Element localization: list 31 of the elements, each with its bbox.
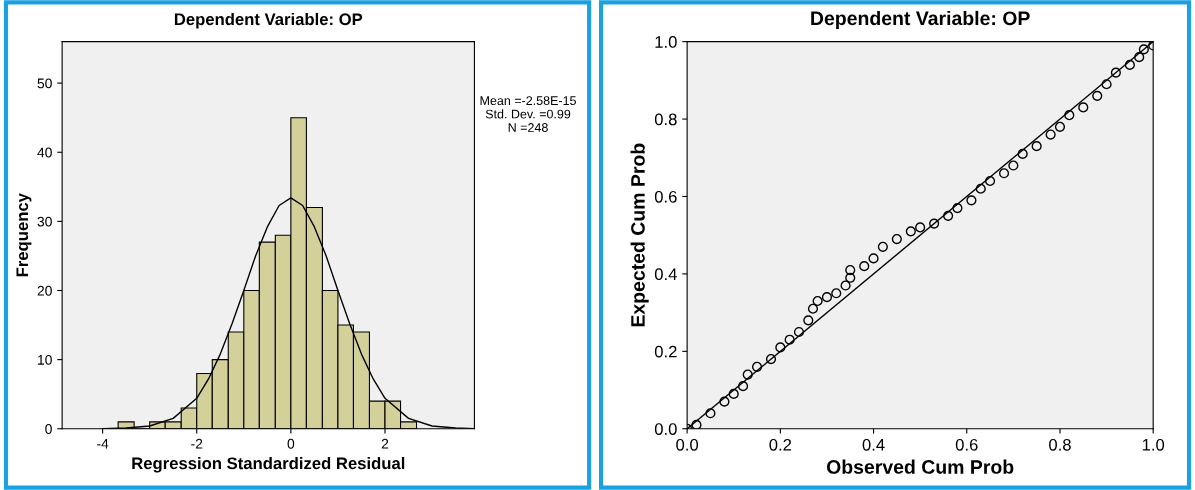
x-tick-label: -2 [191,438,203,449]
x-axis-title: Regression Standardized Residual [132,456,405,473]
y-tick-label: 20 [37,285,52,296]
x-tick-label: 0.2 [769,438,792,451]
y-tick-label: 0.0 [654,423,677,435]
x-tick-label: 1.0 [1142,438,1165,451]
y-axis-title: Expected Cum Prob [630,143,649,327]
y-tick-label: 0.4 [654,268,677,281]
text: Std. Dev. =0.99 [485,109,571,119]
x-axis-title: Observed Cum Prob [826,459,1014,474]
x-tick-label: 0.4 [862,438,885,451]
y-tick-label: 0.8 [654,113,677,126]
y-tick-label: 50 [37,78,52,89]
y-axis-title: Frequency [16,193,32,277]
y-tick-label: 30 [37,216,52,227]
y-tick-label: 0 [45,424,52,434]
x-tick-label: 0.0 [676,438,699,451]
y-tick-label: 10 [38,354,52,365]
x-tick-label: -4 [97,438,109,449]
y-tick-label: 40 [37,147,52,158]
y-tick-label: 0.2 [654,345,677,358]
x-tick-label: 0.8 [1049,438,1071,451]
chart-title: Dependent Variable: OP [174,12,363,29]
x-tick-label: 0.6 [955,438,978,451]
y-tick-label: 0.6 [654,190,677,203]
text: Mean =-2.58E-15 [480,96,576,106]
x-tick-label: 0 [287,438,295,449]
text: N =248 [508,123,548,132]
chart-title: Dependent Variable: OP [811,10,1030,30]
x-tick-label: 2 [381,438,389,449]
y-tick-label: 1.0 [655,36,677,48]
